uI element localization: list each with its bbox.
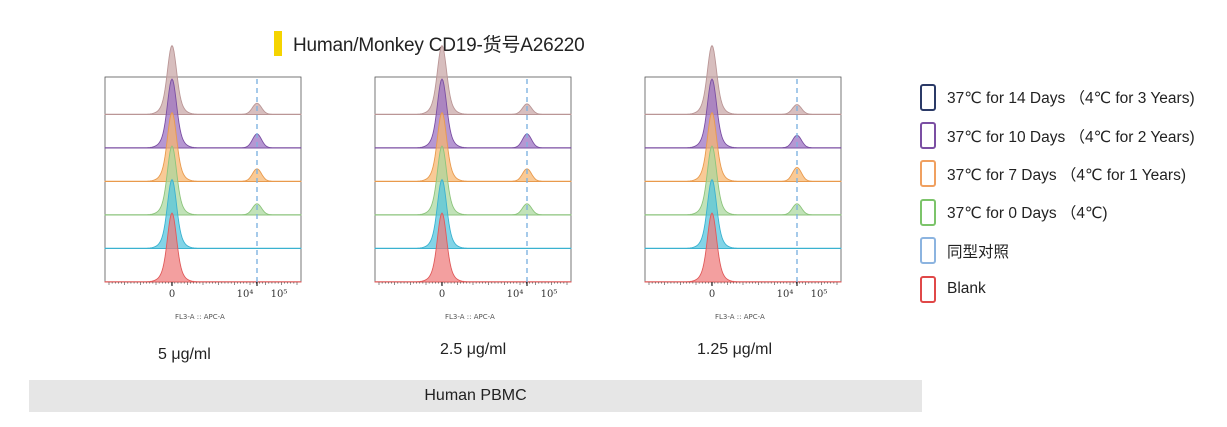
x-axis-label: FL3-A :: APC-A: [445, 313, 495, 321]
x-tick-label: 10⁵: [271, 289, 288, 300]
histogram-overlay-plot: 0 10⁴ 10⁵: [374, 44, 572, 300]
legend-swatch: [920, 83, 936, 111]
x-tick-label: 0: [169, 289, 175, 300]
histogram-overlay-plot: 0 10⁴ 10⁵: [644, 44, 842, 300]
legend-label: Blank: [947, 280, 986, 298]
x-tick-label: 10⁴: [237, 289, 254, 300]
histogram-overlay-plot: 0 10⁴ 10⁵: [104, 44, 302, 300]
legend-item: Blank: [920, 270, 1195, 308]
legend-swatch: [920, 160, 936, 188]
legend-swatch: [920, 237, 936, 265]
legend-item: 同型对照: [920, 232, 1195, 270]
title-accent-bar: [274, 30, 282, 56]
legend-label: 37℃ for 14 Days （4℃ for 3 Years): [947, 90, 1195, 108]
legend-item: 37℃ for 0 Days （4℃): [920, 193, 1195, 231]
chart-title-row: Human/Monkey CD19-货号A26220: [274, 30, 585, 56]
legend-item: 37℃ for 7 Days （4℃ for 1 Years): [920, 155, 1195, 193]
legend-label: 37℃ for 0 Days （4℃): [947, 205, 1108, 223]
concentration-label-1-25ug: 1.25 μg/ml: [697, 341, 773, 358]
chart-title: Human/Monkey CD19-货号A26220: [293, 34, 585, 56]
concentration-label-5ug: 5 μg/ml: [158, 346, 211, 363]
legend-label: 37℃ for 7 Days （4℃ for 1 Years): [947, 166, 1187, 184]
sample-type-band: Human PBMC: [29, 380, 922, 412]
legend-swatch: [920, 198, 936, 226]
histogram-panel-5ug: 0 10⁴ 10⁵ FL3-A :: APC-A: [93, 44, 303, 321]
legend-swatch: [920, 122, 936, 150]
plot-frame: [644, 76, 842, 283]
concentration-label-2-5ug: 2.5 μg/ml: [440, 341, 507, 358]
legend-item: 37℃ for 14 Days （4℃ for 3 Years): [920, 78, 1195, 116]
x-tick-label: 10⁵: [541, 289, 558, 300]
legend-label: 同型对照: [947, 243, 1010, 261]
x-tick-label: 0: [439, 289, 445, 300]
x-tick-label: 10⁵: [811, 289, 828, 300]
x-tick-label: 0: [709, 289, 715, 300]
legend-swatch: [920, 275, 936, 303]
legend-label: 37℃ for 10 Days （4℃ for 2 Years): [947, 128, 1195, 146]
x-tick-label: 10⁴: [777, 289, 794, 300]
x-axis-label: FL3-A :: APC-A: [175, 313, 225, 321]
histogram-panel-1-25ug: 0 10⁴ 10⁵ FL3-A :: APC-A: [633, 44, 843, 321]
plot-frame: [104, 76, 302, 283]
x-tick-label: 10⁴: [507, 289, 524, 300]
plot-frame: [374, 76, 572, 283]
legend: 37℃ for 14 Days （4℃ for 3 Years) 37℃ for…: [920, 78, 1195, 308]
legend-item: 37℃ for 10 Days （4℃ for 2 Years): [920, 116, 1195, 154]
sample-type-label: Human PBMC: [424, 387, 527, 404]
histogram-panel-2-5ug: 0 10⁴ 10⁵ FL3-A :: APC-A: [363, 44, 573, 321]
x-axis-label: FL3-A :: APC-A: [715, 313, 765, 321]
